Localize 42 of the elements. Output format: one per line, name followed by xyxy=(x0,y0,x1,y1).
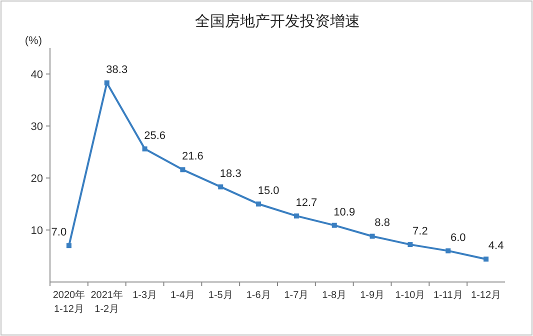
x-tick-label: 1-11月 xyxy=(433,290,463,301)
text: 38.3 xyxy=(106,64,128,76)
text: 12.7 xyxy=(296,196,318,209)
y-tick-label: 20 xyxy=(30,173,43,185)
text: 21.6 xyxy=(182,150,204,163)
x-tick-label: 1-12月 xyxy=(471,290,502,301)
point xyxy=(142,146,148,152)
point xyxy=(332,222,337,228)
point xyxy=(256,202,262,206)
x-tick-label: 1-4月 xyxy=(170,290,195,301)
y-tick-label: 30 xyxy=(30,121,43,133)
chart-title: 全国房地产开发投资增速 xyxy=(195,13,360,30)
text: 25.6 xyxy=(144,130,166,142)
point xyxy=(484,256,489,262)
point xyxy=(294,213,299,218)
point xyxy=(218,184,224,190)
point xyxy=(104,80,110,86)
text: 10.9 xyxy=(334,206,356,218)
text: 18.3 xyxy=(220,168,242,180)
point xyxy=(370,234,375,239)
text: 4.4 xyxy=(488,240,504,252)
point xyxy=(446,248,451,254)
x-tick-label: 1-5月 xyxy=(208,290,233,301)
point xyxy=(408,242,413,248)
text: 6.0 xyxy=(450,232,466,244)
x-tick-label: 1-3月 xyxy=(132,290,158,301)
y-tick-label: 10 xyxy=(30,225,43,237)
point xyxy=(180,167,186,172)
text: 8.8 xyxy=(374,217,390,230)
x-tick-label: 1-8月 xyxy=(322,290,347,301)
text: 7.0 xyxy=(51,226,67,239)
x-tick-label: 2020年 1-12月 xyxy=(52,289,86,315)
x-tick-label: 1-10月 xyxy=(395,290,426,301)
point xyxy=(66,243,72,248)
y-tick-label: 40 xyxy=(30,69,43,81)
x-tick-label: 2021年 1-2月 xyxy=(90,289,123,315)
y-axis-title: (%) xyxy=(24,35,42,47)
x-tick-label: 1-7月 xyxy=(284,290,309,301)
x-tick-label: 1-6月 xyxy=(246,290,271,301)
x-tick-label: 1-9月 xyxy=(360,290,385,301)
text: 15.0 xyxy=(258,185,280,197)
text: 7.2 xyxy=(412,226,428,238)
